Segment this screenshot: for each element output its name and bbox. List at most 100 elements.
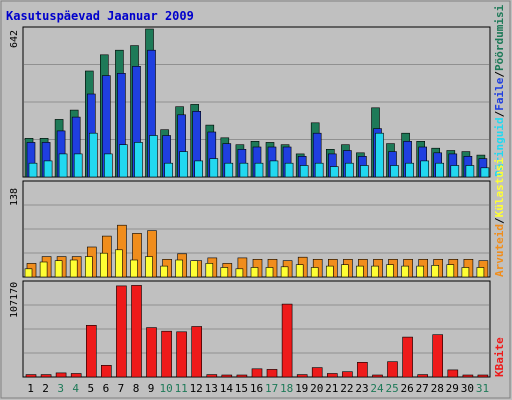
visits-bar <box>314 162 324 178</box>
visits-bar <box>179 151 188 178</box>
visits-bar <box>39 261 48 278</box>
visits-bar <box>235 268 244 278</box>
visits-bar <box>115 249 123 278</box>
visits-bar <box>280 266 289 278</box>
visits-bar <box>175 259 183 278</box>
visits-bar <box>371 265 379 278</box>
visits-bar <box>465 165 475 178</box>
legend-separator: / <box>493 217 506 224</box>
hits-y-max-label: 642 <box>9 30 20 48</box>
visits-bar <box>386 264 394 278</box>
day-label: 4 <box>72 382 79 395</box>
day-label: 14 <box>220 382 234 395</box>
visits-bar <box>325 265 334 278</box>
kbytes-bar <box>447 369 459 378</box>
day-label: 1 <box>27 382 34 395</box>
legend-separator: / <box>493 71 506 78</box>
kbytes-bar <box>342 371 353 378</box>
kbytes-panel <box>22 280 491 378</box>
visits-bar <box>134 142 143 178</box>
hits-legend-text: Päringuid/Faile/Pöördumisi <box>493 4 506 177</box>
visits-bar <box>104 153 113 178</box>
kbytes-bar <box>131 285 142 378</box>
visits-bar <box>254 162 264 178</box>
legend-entry: KBaite <box>493 337 506 377</box>
day-label: 21 <box>325 382 338 395</box>
day-label: 6 <box>103 382 110 395</box>
visits-bar <box>239 162 249 178</box>
visits-bar <box>24 268 33 278</box>
day-label: 16 <box>250 382 263 395</box>
chart-title: Kasutuspäevad Jaanuar 2009 <box>6 9 194 23</box>
hits-panel <box>22 26 491 178</box>
visits-bar <box>341 264 349 278</box>
visits-bar <box>329 166 339 178</box>
day-label: 9 <box>148 382 155 395</box>
visits-bar <box>420 160 430 178</box>
visits-bar <box>224 162 234 178</box>
legend-entry: Pöördumisi <box>493 4 506 71</box>
legend-entry: Külastusi <box>493 157 506 217</box>
visits-bar <box>401 265 409 278</box>
day-label: 28 <box>431 382 444 395</box>
legend-entry: Faile <box>493 77 506 110</box>
kbytes-bar <box>462 374 474 378</box>
kbytes-bar <box>281 303 293 378</box>
kbytes-bar <box>101 364 112 378</box>
kbytes-bar <box>417 374 429 378</box>
visits-bar <box>431 265 440 278</box>
visits-bar <box>149 135 158 178</box>
visits-bar <box>194 160 203 178</box>
kbytes-bar <box>55 372 67 378</box>
legend-hits: Päringuid/Faile/Pöördumisi <box>493 4 506 177</box>
visits-panel <box>22 180 491 278</box>
visits-bar <box>205 263 214 278</box>
day-label: 19 <box>295 382 308 395</box>
visits-bar <box>89 132 98 178</box>
day-label: 29 <box>446 382 459 395</box>
kbytes-bar <box>116 285 127 378</box>
kbytes-bar <box>176 331 187 378</box>
visits-bar <box>85 256 93 278</box>
visits-bar <box>43 160 53 178</box>
visits-bar <box>220 267 229 278</box>
kbytes-bar <box>296 374 308 378</box>
day-label: 26 <box>400 382 413 395</box>
visits-bar <box>461 267 470 278</box>
visits-bar <box>190 260 198 278</box>
day-label: 17 <box>265 382 278 395</box>
kbytes-bar <box>70 373 82 378</box>
kbytes-bar <box>372 374 383 378</box>
visits-bar <box>164 162 173 178</box>
visits-bar <box>100 252 108 278</box>
visits-bar <box>295 264 304 278</box>
visits-bar <box>269 160 279 178</box>
visits-bar <box>160 265 168 278</box>
day-label: 2 <box>42 382 49 395</box>
visits-bar <box>480 167 490 178</box>
kbytes-y-max-label: 107170 <box>9 282 20 318</box>
visits-bar <box>58 153 68 178</box>
legend-visits: Arvuteid/Külastusi <box>493 157 506 277</box>
day-label: 22 <box>340 382 353 395</box>
kbytes-bar <box>432 334 444 378</box>
day-label: 27 <box>416 382 429 395</box>
day-label: 25 <box>385 382 398 395</box>
visits-bar <box>405 162 414 178</box>
day-label: 24 <box>370 382 384 395</box>
day-label: 5 <box>87 382 94 395</box>
legend-entry: Päringuid <box>493 117 506 177</box>
kbytes-bar <box>221 374 233 378</box>
day-label: 15 <box>235 382 248 395</box>
visits-bar <box>265 267 274 278</box>
visits-bar <box>130 259 138 278</box>
kbytes-bar <box>236 374 248 378</box>
day-axis: 1 2 3 4 5 6 7 8 9 10 11 12 13 14 15 16 17 18 19 20 21 22 23 24 2… <box>27 382 489 395</box>
kbytes-bar <box>146 327 157 378</box>
visits-legend-text: Arvuteid/Külastusi <box>493 157 506 277</box>
legend-kbytes: KBaite <box>493 337 506 377</box>
day-label: 18 <box>280 382 293 395</box>
kbytes-bar <box>266 369 278 378</box>
day-label: 7 <box>118 382 125 395</box>
visits-bar <box>446 264 455 278</box>
